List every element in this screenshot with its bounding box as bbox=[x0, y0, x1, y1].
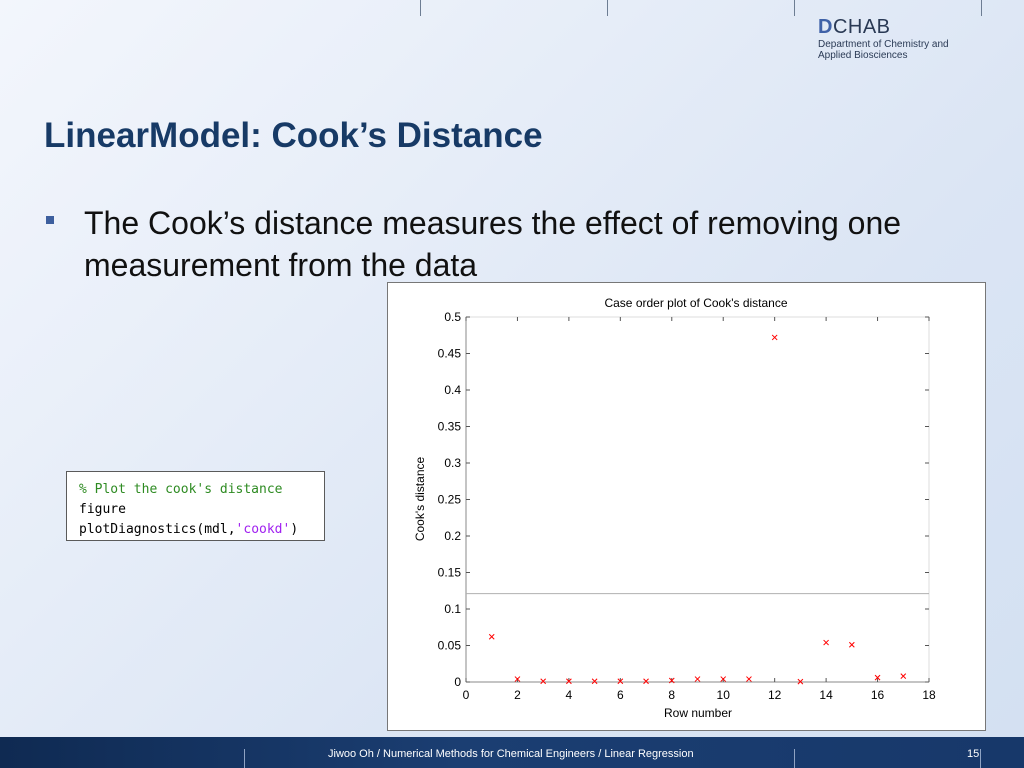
data-point bbox=[900, 673, 907, 680]
bullet-text: The Cook’s distance measures the effect … bbox=[84, 205, 902, 283]
code-figure-line: figure bbox=[79, 502, 126, 517]
y-tick-label: 0.35 bbox=[438, 420, 462, 434]
y-tick-label: 0.1 bbox=[444, 602, 461, 616]
top-tick bbox=[420, 0, 421, 16]
logo-name: CHAB bbox=[832, 16, 891, 38]
x-tick-label: 4 bbox=[566, 688, 573, 702]
x-tick-label: 6 bbox=[617, 688, 624, 702]
logo-department-line2: Applied Biosciences bbox=[818, 50, 908, 61]
data-point bbox=[746, 676, 752, 682]
y-axis-label: Cook's distance bbox=[413, 457, 427, 542]
chart-title: Case order plot of Cook's distance bbox=[604, 296, 787, 310]
footer-bar: Jiwoo Oh / Numerical Methods for Chemica… bbox=[0, 737, 1024, 768]
plot-area bbox=[465, 316, 930, 683]
x-tick-label: 14 bbox=[819, 688, 833, 702]
y-tick-label: 0.45 bbox=[438, 347, 462, 361]
data-point bbox=[540, 678, 547, 685]
footer-separator bbox=[794, 749, 795, 768]
code-call-end: ) bbox=[290, 522, 299, 537]
logo-letter: D bbox=[818, 16, 833, 38]
top-tick bbox=[794, 0, 795, 16]
cooks-distance-chart: Case order plot of Cook's distance 0 0.05… bbox=[387, 282, 986, 731]
data-point bbox=[848, 641, 855, 648]
data-point bbox=[488, 633, 495, 640]
data-point bbox=[694, 676, 701, 682]
data-point bbox=[566, 678, 572, 685]
logo-department-line1: Department of Chemistry and bbox=[818, 39, 949, 50]
x-tick-label: 8 bbox=[668, 688, 675, 702]
x-tick-label: 18 bbox=[922, 688, 936, 702]
data-point bbox=[514, 676, 521, 682]
y-tick-label: 0.2 bbox=[444, 529, 461, 543]
code-call-function: plotDiagnostics(mdl, bbox=[79, 522, 236, 537]
data-point bbox=[874, 674, 881, 681]
data-point bbox=[668, 677, 675, 684]
data-point bbox=[591, 678, 598, 685]
footer-separator bbox=[244, 749, 245, 768]
y-tick-label: 0.4 bbox=[444, 383, 461, 397]
code-snippet: % Plot the cook's distance figure plotDi… bbox=[66, 471, 325, 541]
code-call-line: plotDiagnostics(mdl,'cookd') bbox=[79, 520, 312, 540]
data-point bbox=[823, 639, 829, 646]
footer-text: Jiwoo Oh / Numerical Methods for Chemica… bbox=[328, 748, 694, 760]
code-comment-line: % Plot the cook's distance bbox=[79, 482, 283, 497]
data-point bbox=[797, 678, 804, 685]
y-tick-label: 0.05 bbox=[438, 639, 462, 653]
y-tick-label: 0.5 bbox=[444, 310, 461, 324]
y-tick-label: 0.25 bbox=[438, 493, 462, 507]
top-tick bbox=[981, 0, 982, 16]
x-tick-label: 16 bbox=[871, 688, 885, 702]
x-tick-label: 12 bbox=[768, 688, 782, 702]
footer-separator bbox=[980, 749, 981, 768]
y-tick-label: 0.15 bbox=[438, 566, 462, 580]
data-point bbox=[617, 678, 624, 685]
data-point bbox=[771, 334, 778, 341]
x-tick-label: 10 bbox=[717, 688, 731, 702]
bullet-marker-icon bbox=[46, 216, 54, 224]
x-tick-label: 2 bbox=[514, 688, 521, 702]
page-number: 15 bbox=[967, 748, 980, 760]
data-point bbox=[643, 678, 649, 685]
code-call-string: 'cookd' bbox=[235, 522, 291, 537]
slide-title: LinearModel: Cook’s Distance bbox=[44, 116, 543, 155]
y-tick-label: 0.3 bbox=[444, 456, 461, 470]
top-tick bbox=[607, 0, 608, 16]
chart-svg: Case order plot of Cook's distance 0 0.05… bbox=[413, 296, 936, 720]
x-tick-label: 0 bbox=[463, 688, 470, 702]
y-tick-label: 0 bbox=[454, 675, 461, 689]
x-axis-label: Row number bbox=[664, 706, 732, 720]
data-point bbox=[720, 676, 727, 682]
dchab-logo: DCHAB Department of Chemistry and Applie… bbox=[818, 16, 949, 61]
